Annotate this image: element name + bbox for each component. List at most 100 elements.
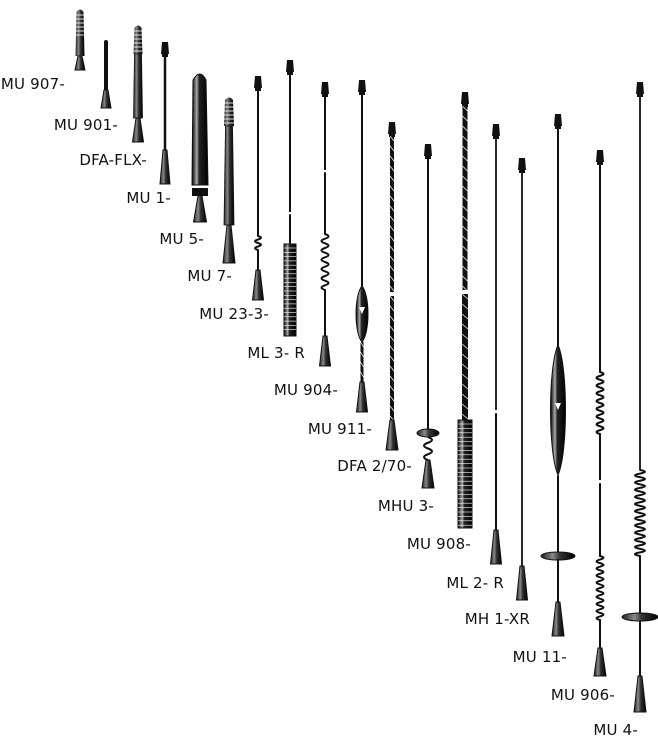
antenna-shape [133,25,143,54]
antenna-shape [159,149,171,185]
antenna-shape [389,225,395,232]
antenna-shape [389,325,395,332]
antenna-shape [461,413,469,420]
antenna-shape [457,419,473,529]
antenna-shape [389,335,395,342]
antenna-shape [321,82,329,94]
antenna-shape [461,373,469,380]
label-mu911: MU 911- [307,420,372,438]
antenna-shape [462,265,468,272]
label-mhu3: MHU 3- [377,497,434,515]
antenna-shape [359,307,365,314]
antenna-shape [596,480,604,483]
antenna-shape [389,355,395,362]
antenna-shape [462,255,468,262]
antenna-shape [389,245,395,252]
antenna-shape [462,145,468,152]
antenna-shape [461,323,469,330]
antenna-shape [192,195,208,223]
antenna-shape [551,601,565,637]
antenna-shape [461,303,469,310]
antenna-shape [74,55,86,71]
antenna-shape [389,265,395,272]
antenna-shape [389,205,395,212]
antenna-shape [462,235,468,242]
antenna-shape [388,292,396,295]
antenna-shape [389,375,395,382]
antenna-shape [462,225,468,232]
antenna-shape [389,385,395,392]
antenna-shape [462,105,468,112]
label-mu1: MU 1- [126,189,171,207]
antenna-shape [389,155,395,162]
antenna-shape [318,335,332,367]
antenna-shape [100,89,112,109]
antenna-shape [634,469,646,557]
antenna-shape [192,188,208,196]
antenna-shape [596,150,604,162]
antenna-shape [593,647,607,677]
antenna-shape [251,269,265,301]
antenna-shape [462,175,468,182]
antenna-shape [131,117,145,143]
antenna-shape [389,235,395,242]
antenna-shape [389,365,395,372]
antenna-shape [389,145,395,152]
antenna-shape [388,122,396,134]
antenna-shape [489,529,503,565]
antenna-shape [360,341,364,348]
label-mu4: MU 4- [593,721,638,739]
antenna-shape [389,305,395,312]
antenna-shape [355,381,369,413]
antenna-shape [389,195,395,202]
antenna-shape [389,345,395,352]
antenna-shape [389,295,395,302]
antenna-shape [462,205,468,212]
label-mu11: MU 11- [512,648,567,666]
antenna-shape [461,313,469,320]
antenna-shape [286,212,294,215]
antenna-shape [360,361,364,368]
antenna-shape [389,395,395,402]
antenna-shape [595,371,605,435]
antenna-shape [554,114,562,126]
antenna-shape [191,73,209,186]
antenna-shape [360,371,364,378]
antenna-shape [461,92,469,104]
antenna-shape [360,351,364,358]
antenna-shape [389,275,395,282]
antenna-shape [461,403,469,410]
label-dfa270: DFA 2/70- [337,457,412,475]
antenna-shape [424,144,432,156]
antenna-shape [254,76,262,88]
label-mu901: MU 901- [53,116,118,134]
antenna-shape [492,124,500,136]
antenna-shape [461,333,469,340]
antenna-shape [461,293,469,300]
antenna-shape [462,215,468,222]
label-mu5: MU 5- [159,230,204,248]
antenna-shape [595,555,605,621]
label-mu906: MU 906- [550,686,615,704]
antenna-shape [75,9,85,56]
label-mu233: MU 23-3- [199,305,269,323]
antenna-shape [461,290,469,293]
antenna-shape [321,170,329,173]
antenna-shape [515,565,529,601]
antenna-shape [389,315,395,322]
antenna-shape [462,104,468,107]
antenna-shape [555,403,561,410]
antenna-shape [518,158,526,170]
label-mh1xr: MH 1-XR [464,610,530,628]
label-mu907: MU 907- [0,75,65,93]
antenna-shape [636,82,644,94]
antenna-shape [462,155,468,162]
antenna-shape [462,195,468,202]
label-ml2r: ML 2- R [446,574,504,592]
antenna-shape [389,215,395,222]
antenna-shape [462,185,468,192]
antenna-shape [389,165,395,172]
antenna-shape [224,97,234,126]
label-ml3r: ML 3- R [247,344,305,362]
antenna-shape [461,393,469,400]
